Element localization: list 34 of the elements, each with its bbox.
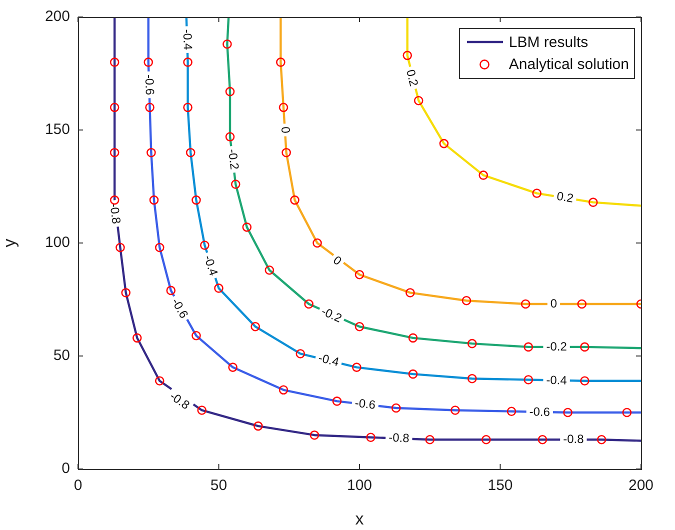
annotation: -0.2: [319, 304, 344, 326]
annotation: -0.4: [180, 29, 195, 50]
annotation: 0.2: [556, 188, 575, 206]
x-tick-label: 50: [210, 477, 228, 494]
y-tick-label: 100: [44, 234, 70, 252]
annotation: -0.6: [529, 404, 550, 420]
annotation: -0.4: [201, 253, 221, 278]
x-tick-label: 150: [488, 477, 513, 494]
y-tick-label: 50: [53, 347, 70, 364]
y-axis-title: y: [0, 238, 19, 248]
legend-label: Analytical solution: [508, 56, 629, 72]
x-tick-label: 200: [628, 477, 654, 494]
annotation: 0: [330, 252, 345, 268]
annotation: 0: [278, 126, 293, 134]
annotation: -0.6: [168, 296, 192, 321]
y-tick-label: 150: [44, 121, 70, 138]
annotation: -0.8: [107, 202, 124, 225]
annotation: -0.8: [167, 388, 192, 412]
x-tick-label: 100: [346, 477, 372, 494]
annotation: -0.8: [388, 430, 410, 446]
annotation: -0.6: [354, 396, 377, 412]
legend-label: LBM results: [508, 34, 588, 50]
annotation: -0.6: [142, 74, 157, 96]
x-axis-title: x: [355, 509, 364, 528]
annotation: 0.2: [403, 68, 422, 88]
annotation: -0.4: [317, 350, 341, 370]
annotation: -0.8: [563, 432, 584, 446]
y-tick-label: 200: [44, 8, 70, 26]
x-tick-label: 0: [74, 477, 82, 494]
y-tick-label: 0: [62, 460, 70, 478]
annotation: 0: [550, 296, 558, 310]
annotation: -0.2: [546, 339, 568, 354]
annotation: -0.2: [225, 148, 242, 171]
annotation: -0.4: [546, 372, 568, 388]
